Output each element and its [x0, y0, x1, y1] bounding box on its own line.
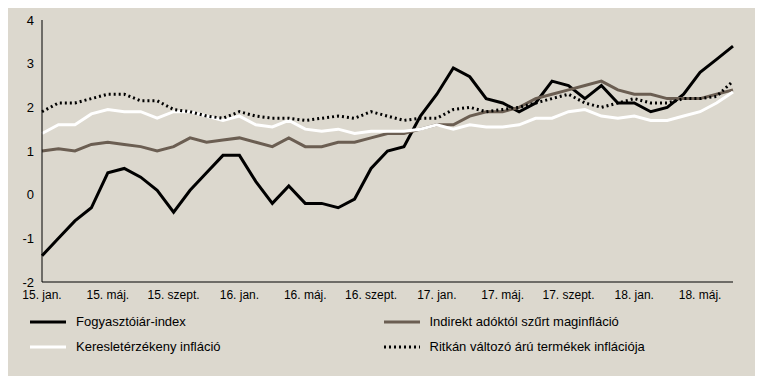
svg-text:-2: -2 [22, 275, 34, 290]
svg-text:0: 0 [27, 187, 34, 202]
html-text:Fogyasztóiár-index: Fogyasztóiár-index [76, 314, 186, 329]
html-text:Indirekt adóktól szűrt maginfl: Indirekt adóktól szűrt maginfláció [429, 314, 619, 329]
svg-text:15. szept.: 15. szept. [148, 288, 200, 302]
svg-text:-1: -1 [22, 231, 34, 246]
svg-text:17. máj.: 17. máj. [481, 288, 524, 302]
html-text:Ritkán változó árú termékek in: Ritkán változó árú termékek inflációja [429, 339, 645, 354]
svg-text:2: 2 [27, 100, 34, 115]
html-text:Keresletérzékeny infláció: Keresletérzékeny infláció [76, 339, 221, 354]
svg-text:1: 1 [27, 144, 34, 159]
svg-text:18. jan.: 18. jan. [615, 288, 654, 302]
svg-text:16. szept.: 16. szept. [345, 288, 397, 302]
svg-text:17. jan.: 17. jan. [417, 288, 456, 302]
svg-text:15. máj.: 15. máj. [86, 288, 129, 302]
svg-text:15. jan.: 15. jan. [22, 287, 62, 302]
svg-text:16. máj.: 16. máj. [284, 288, 327, 302]
svg-text:4: 4 [27, 13, 34, 28]
svg-text:16. jan.: 16. jan. [220, 288, 259, 302]
svg-text:17. szept.: 17. szept. [542, 288, 594, 302]
svg-text:18. máj.: 18. máj. [679, 288, 722, 302]
svg-text:3: 3 [27, 56, 34, 71]
